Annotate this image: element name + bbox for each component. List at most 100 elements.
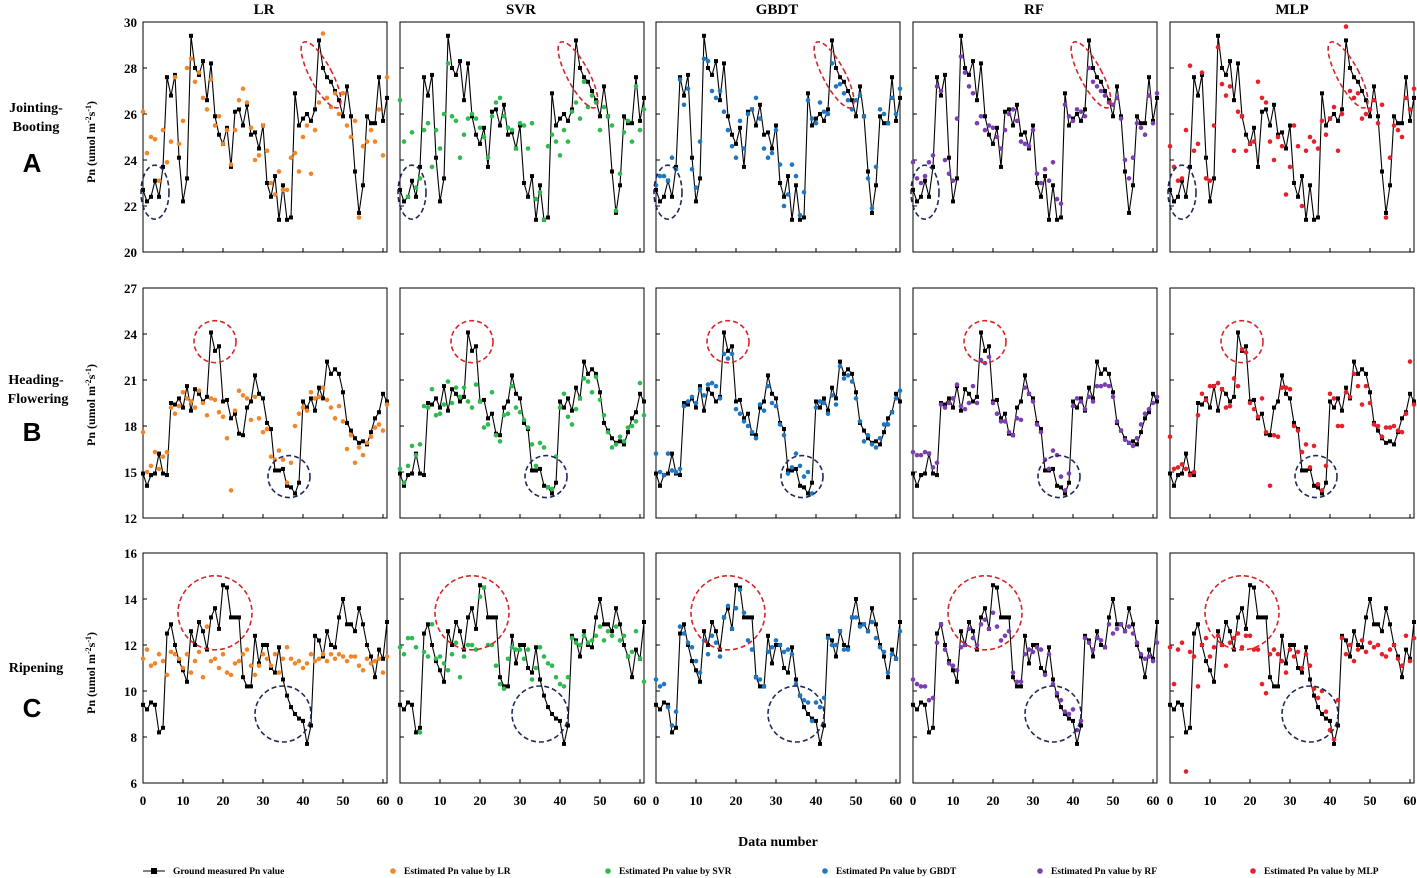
row-letter-b: B (23, 417, 42, 447)
estimated-pn-point-gbdt (769, 400, 775, 406)
measured-pn-point (1055, 217, 1059, 222)
measured-pn-point (197, 391, 201, 396)
measured-pn-point (277, 645, 281, 650)
estimated-pn-point-svr (497, 95, 503, 101)
estimated-pn-point-rf (1062, 102, 1068, 108)
estimated-pn-point-rf (1058, 697, 1064, 703)
estimated-pn-point-mlp (1331, 104, 1337, 110)
estimated-pn-point-gbdt (865, 628, 871, 634)
measured-pn-point (530, 670, 534, 675)
estimated-pn-point-svr (497, 681, 503, 687)
estimated-pn-point-gbdt (893, 111, 899, 117)
estimated-pn-point-gbdt (837, 81, 843, 87)
measured-pn-point (686, 402, 690, 407)
measured-pn-line (399, 332, 645, 495)
estimated-pn-point-svr (617, 638, 623, 643)
estimated-pn-point-svr (549, 132, 555, 137)
estimated-pn-point-svr (573, 406, 579, 412)
measured-pn-point (706, 643, 710, 647)
column-title-mlp: MLP (1275, 2, 1308, 18)
measured-pn-point (490, 411, 494, 416)
estimated-pn-point-lr (236, 97, 242, 103)
estimated-pn-point-mlp (1199, 391, 1205, 397)
measured-pn-point (1396, 121, 1400, 126)
measured-pn-point (1192, 75, 1196, 80)
measured-pn-point (782, 194, 786, 199)
estimated-pn-point-mlp (1251, 647, 1257, 652)
estimated-pn-point-rf (950, 663, 956, 668)
estimated-pn-point-rf (1026, 143, 1032, 149)
estimated-pn-point-lr (192, 79, 198, 85)
legend-label-rf: Estimated Pn value by RF (1051, 867, 1157, 877)
estimated-pn-point-mlp (1223, 93, 1229, 98)
row-label-a-line2: Booting (13, 120, 60, 135)
measured-pn-point (1168, 471, 1172, 476)
estimated-pn-point-rf (994, 134, 1000, 140)
measured-pn-point (955, 679, 959, 684)
estimated-pn-point-svr (569, 635, 575, 641)
estimated-pn-point-lr (380, 670, 386, 675)
measured-pn-point (237, 615, 241, 620)
measured-pn-point (802, 485, 806, 490)
measured-pn-point (1320, 91, 1324, 96)
estimated-pn-point-rf (1034, 645, 1040, 650)
x-tick-label: 30 (1284, 793, 1297, 808)
measured-pn-point (1280, 130, 1284, 135)
estimated-pn-point-mlp (1271, 157, 1277, 163)
estimated-pn-point-lr (360, 143, 366, 149)
measured-pn-point (369, 121, 373, 126)
estimated-pn-point-lr (280, 187, 286, 193)
estimated-pn-point-rf (974, 400, 980, 406)
measured-pn-point (658, 707, 662, 712)
measured-pn-point (810, 716, 814, 721)
estimated-pn-point-lr (372, 425, 378, 430)
estimated-pn-point-lr (348, 432, 354, 438)
x-tick-label: 40 (810, 793, 823, 808)
measured-pn-point (1332, 405, 1336, 410)
estimated-pn-point-gbdt (681, 631, 687, 636)
low-value-highlight (397, 164, 427, 220)
estimated-pn-point-svr (573, 100, 579, 105)
estimated-pn-point-lr (248, 663, 254, 668)
estimated-pn-point-gbdt (865, 432, 871, 438)
estimated-pn-point-mlp (1335, 423, 1341, 429)
measured-pn-point (478, 141, 482, 146)
estimated-pn-point-lr (248, 125, 254, 131)
legend-marker-mlp (1250, 868, 1256, 874)
estimated-pn-point-rf (962, 406, 968, 412)
estimated-pn-point-rf (1066, 711, 1072, 717)
estimated-pn-point-mlp (1287, 386, 1293, 392)
estimated-pn-point-lr (188, 56, 194, 62)
measured-pn-point (1075, 112, 1079, 116)
measured-pn-point (281, 677, 285, 682)
measured-pn-point (153, 178, 157, 183)
measured-pn-point (923, 702, 927, 707)
estimated-pn-point-svr (589, 389, 595, 395)
measured-pn-point (1192, 473, 1196, 478)
estimated-pn-point-mlp (1375, 642, 1381, 648)
estimated-pn-point-mlp (1315, 481, 1321, 487)
measured-pn-point (446, 408, 450, 413)
estimated-pn-point-rf (1022, 385, 1028, 390)
y-tick-label: 22 (124, 199, 137, 214)
row-label-c-line1: Ripening (9, 661, 63, 676)
measured-pn-point (1135, 114, 1139, 119)
estimated-pn-point-svr (509, 127, 515, 133)
measured-pn-point (814, 718, 818, 723)
estimated-pn-point-mlp (1351, 658, 1357, 664)
measured-pn-point (834, 654, 838, 659)
estimated-pn-point-gbdt (737, 411, 743, 417)
measured-pn-point (854, 114, 858, 119)
estimated-pn-point-mlp (1179, 462, 1185, 467)
measured-pn-point (1348, 66, 1352, 70)
measured-pn-point (726, 114, 730, 119)
estimated-pn-point-rf (978, 357, 984, 363)
measured-pn-point (670, 451, 674, 456)
measured-pn-point (734, 141, 738, 146)
estimated-pn-point-lr (356, 445, 362, 450)
estimated-pn-point-mlp (1311, 686, 1317, 691)
estimated-pn-point-lr (148, 463, 154, 469)
estimated-pn-point-mlp (1243, 350, 1249, 355)
estimated-pn-point-mlp (1347, 88, 1353, 94)
measured-pn-point (1111, 114, 1115, 119)
